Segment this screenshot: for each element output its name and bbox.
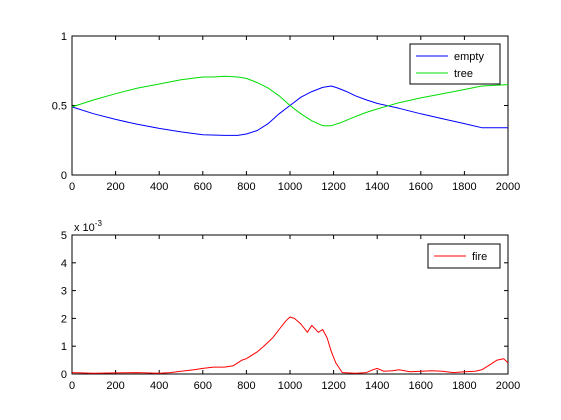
x-tick-label: 200 — [106, 380, 124, 392]
y-tick-label: 2 — [61, 313, 67, 325]
y-tick-label: 0.5 — [52, 101, 67, 113]
x-tick-label: 1600 — [409, 380, 433, 392]
bottom-legend: fire — [427, 243, 501, 269]
x-tick-label: 1200 — [321, 181, 345, 193]
x-tick-label: 1800 — [452, 380, 476, 392]
y-tick-label: 3 — [61, 286, 67, 298]
x-tick-label: 2000 — [496, 181, 520, 193]
x-tick-label: 1400 — [365, 181, 389, 193]
x-tick-label: 400 — [150, 380, 168, 392]
x-tick-label: 1200 — [321, 380, 345, 392]
top-tick-labels: 0 200 400 600 800 1000 1200 1400 1600 1800 2000 0 0.… — [52, 31, 521, 193]
y-scale-factor-label: x 10-3 — [74, 219, 102, 234]
x-tick-label: 400 — [150, 181, 168, 193]
legend-label-tree: tree — [454, 68, 473, 80]
series-line-tree — [71, 75, 509, 127]
series-line-empty — [71, 85, 508, 136]
x-tick-label: 0 — [69, 380, 75, 392]
x-tick-label: 2000 — [496, 380, 520, 392]
y-tick-label: 1 — [61, 31, 67, 43]
x-tick-label: 800 — [237, 380, 255, 392]
x-tick-label: 1000 — [278, 380, 302, 392]
x-tick-label: 1600 — [409, 181, 433, 193]
y-tick-label: 5 — [61, 230, 67, 242]
x-tick-label: 0 — [69, 181, 75, 193]
bottom-series-lines — [71, 316, 509, 374]
x-tick-label: 1000 — [278, 181, 302, 193]
x-tick-label: 600 — [194, 181, 212, 193]
top-tick-marks — [71, 35, 509, 176]
legend-label-fire: fire — [472, 251, 487, 263]
y-tick-label: 4 — [61, 258, 67, 270]
x-tick-label: 200 — [106, 181, 124, 193]
top-series-lines — [71, 75, 509, 136]
top-legend: empty tree — [409, 43, 501, 85]
bottom-tick-marks — [71, 234, 509, 375]
bottom-axes: x 10-3 0 200 400 600 800 1000 1200 1400 1600 1800… — [61, 219, 520, 392]
y-tick-label: 1 — [61, 341, 67, 353]
x-tick-label: 1800 — [452, 181, 476, 193]
y-tick-label: 0 — [61, 369, 67, 381]
top-axes: 0 200 400 600 800 1000 1200 1400 1600 1800 2000 0 0.… — [52, 31, 521, 193]
y-tick-label: 0 — [61, 170, 67, 182]
series-line-fire — [71, 316, 509, 374]
x-tick-label: 1400 — [365, 380, 389, 392]
legend-label-empty: empty — [454, 51, 484, 63]
legend-box — [409, 43, 501, 85]
x-tick-label: 800 — [237, 181, 255, 193]
bottom-tick-labels: 0 200 400 600 800 1000 1200 1400 1600 1800 2000 0 1 2… — [61, 230, 520, 392]
x-tick-label: 600 — [194, 380, 212, 392]
